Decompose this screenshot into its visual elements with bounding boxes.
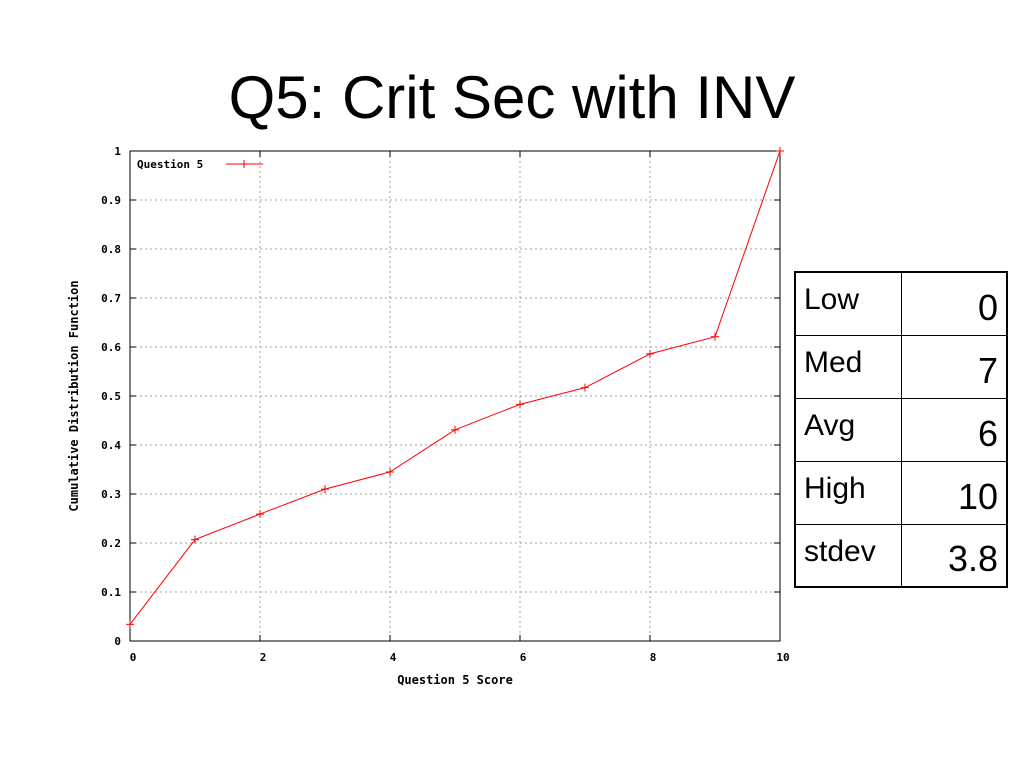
- y-tick-label: 0.9: [101, 194, 121, 207]
- y-tick-label: 0.1: [101, 586, 121, 599]
- stats-label: Med: [794, 334, 902, 399]
- y-axis-label: Cumulative Distribution Function: [67, 280, 81, 511]
- slide-title: Q5: Crit Sec with INV: [228, 64, 796, 131]
- stats-row: Med 7: [794, 334, 1008, 399]
- stats-label: Avg: [794, 397, 902, 462]
- stats-value: 6: [900, 397, 1008, 462]
- x-tick-label: 6: [520, 651, 527, 664]
- stats-label: stdev: [794, 523, 902, 588]
- x-tick-label: 10: [776, 651, 789, 664]
- data-point: [321, 485, 329, 494]
- stats-value: 10: [900, 460, 1008, 525]
- stats-row: stdev 3.8: [794, 523, 1008, 588]
- data-point: [581, 383, 589, 392]
- y-tick-label: 0.4: [101, 439, 121, 452]
- data-point: [451, 425, 459, 434]
- stats-value: 3.8: [900, 523, 1008, 588]
- x-axis-label: Question 5 Score: [397, 673, 513, 687]
- data-point: [776, 147, 784, 155]
- data-point: [191, 535, 199, 544]
- x-tick-label: 4: [390, 651, 397, 664]
- y-tick-label: 0.6: [101, 341, 121, 354]
- y-tick-label: 0.2: [101, 537, 121, 550]
- stats-row: Avg 6: [794, 397, 1008, 462]
- stats-value: 0: [900, 271, 1008, 336]
- data-point: [516, 400, 524, 409]
- stats-row: Low 0: [794, 271, 1008, 336]
- x-tick-label: 8: [650, 651, 657, 664]
- data-point: [646, 349, 654, 358]
- stats-label: Low: [794, 271, 902, 336]
- chart-legend: Question 5: [137, 158, 263, 171]
- data-point: [386, 467, 394, 476]
- chart-grid: [130, 151, 780, 641]
- series-line: [129, 150, 781, 625]
- stats-label: High: [794, 460, 902, 525]
- x-tick-label: 0: [130, 651, 137, 664]
- x-tick-label: 2: [260, 651, 267, 664]
- y-tick-label: 0.5: [101, 390, 121, 403]
- stats-value: 7: [900, 334, 1008, 399]
- chart-series: [126, 147, 784, 629]
- y-tick-label: 0.3: [101, 488, 121, 501]
- axis-ticks: 00.10.20.30.40.50.60.70.80.910 2 4 6 8 10: [101, 145, 790, 664]
- data-point: [126, 620, 134, 629]
- y-tick-label: 0.7: [101, 292, 121, 305]
- y-tick-label: 0.8: [101, 243, 121, 256]
- y-tick-label: 1: [114, 145, 121, 158]
- stats-table: Low 0 Med 7 Avg 6 High 10 stdev 3.8: [794, 271, 1008, 588]
- stats-row: High 10: [794, 460, 1008, 525]
- legend-label: Question 5: [137, 158, 203, 171]
- y-tick-label: 0: [114, 635, 121, 648]
- data-point: [256, 510, 264, 519]
- data-point: [711, 332, 719, 341]
